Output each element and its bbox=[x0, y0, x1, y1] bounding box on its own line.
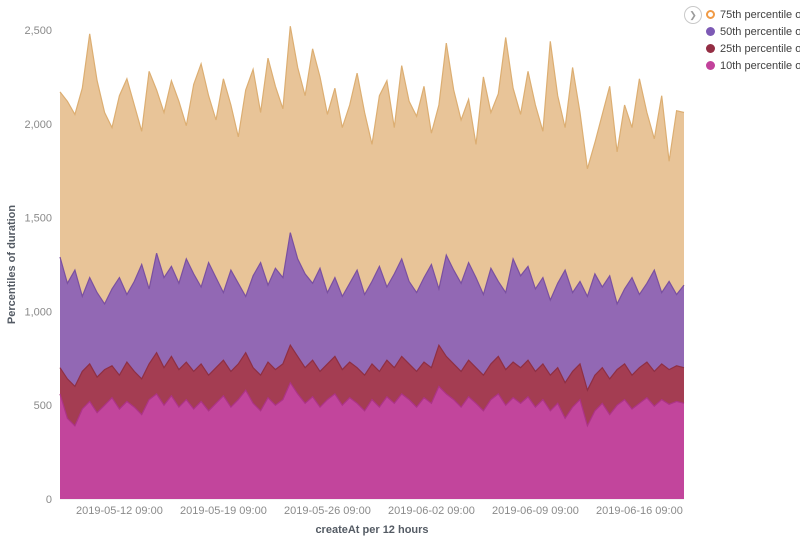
legend-item-75th[interactable]: 75th percentile of duration bbox=[706, 6, 800, 23]
legend-item-10th[interactable]: 10th percentile of duration bbox=[706, 57, 800, 74]
area-edge-0 bbox=[59, 26, 685, 169]
area-edge-3 bbox=[59, 381, 685, 428]
legend: ❯ 75th percentile of duration 50th perce… bbox=[684, 6, 800, 74]
x-tick-label: 2019-06-09 09:00 bbox=[492, 505, 579, 517]
y-tick-label: 2,500 bbox=[24, 25, 52, 37]
legend-marker-icon bbox=[706, 44, 715, 53]
legend-item-25th[interactable]: 25th percentile of duration bbox=[706, 40, 800, 57]
legend-marker-icon bbox=[706, 61, 715, 70]
x-tick-label: 2019-05-19 09:00 bbox=[180, 505, 267, 517]
legend-item-label: 25th percentile of duration bbox=[720, 42, 800, 55]
area-edge-2 bbox=[59, 343, 685, 392]
x-axis-title: createAt per 12 hours bbox=[315, 524, 428, 536]
area-series-3[interactable] bbox=[60, 382, 684, 499]
legend-items: 75th percentile of duration 50th percent… bbox=[706, 6, 800, 74]
y-tick-label: 1,500 bbox=[24, 213, 52, 225]
area-edge-1 bbox=[59, 232, 685, 306]
y-axis-title: Percentiles of duration bbox=[6, 205, 18, 324]
x-tick-label: 2019-05-26 09:00 bbox=[284, 505, 371, 517]
legend-item-50th[interactable]: 50th percentile of duration bbox=[706, 23, 800, 40]
x-tick-label: 2019-05-12 09:00 bbox=[76, 505, 163, 517]
legend-item-label: 50th percentile of duration bbox=[720, 25, 800, 38]
y-tick-label: 0 bbox=[46, 494, 52, 506]
legend-marker-icon bbox=[706, 27, 715, 36]
x-tick-label: 2019-06-16 09:00 bbox=[596, 505, 683, 517]
y-tick-label: 500 bbox=[34, 400, 52, 412]
y-tick-label: 1,000 bbox=[24, 306, 52, 318]
chevron-right-icon: ❯ bbox=[689, 10, 697, 20]
legend-item-label: 75th percentile of duration bbox=[720, 8, 800, 21]
x-tick-label: 2019-06-02 09:00 bbox=[388, 505, 475, 517]
y-tick-label: 2,000 bbox=[24, 119, 52, 131]
legend-marker-icon bbox=[706, 10, 715, 19]
legend-toggle-button[interactable]: ❯ bbox=[684, 6, 702, 24]
legend-item-label: 10th percentile of duration bbox=[720, 59, 800, 72]
